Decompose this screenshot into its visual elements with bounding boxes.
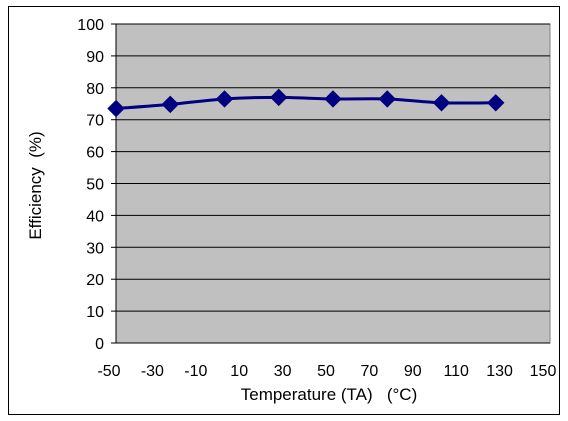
y-axis-label: Efficiency (%) [26, 131, 45, 239]
y-tick-label: 70 [86, 113, 104, 130]
y-tick-label: 20 [86, 272, 104, 289]
data-point-marker [107, 99, 125, 118]
x-tick-label: 30 [274, 363, 292, 380]
x-tick-label: -10 [184, 363, 207, 380]
x-tick-label: 150 [530, 363, 557, 380]
x-tick-label: 50 [317, 363, 335, 380]
data-point-marker [161, 95, 179, 114]
x-tick-label: -30 [141, 363, 164, 380]
y-tick-label: 10 [86, 304, 104, 321]
x-tick-label: 110 [443, 363, 469, 380]
data-point-marker [324, 90, 342, 108]
data-point-marker [215, 90, 234, 108]
x-tick-label: 70 [361, 363, 379, 380]
data-point-marker [487, 94, 505, 112]
y-tick-label: 60 [86, 145, 104, 162]
x-axis-tick-labels: -50 -30 -10 10 30 50 70 90 110 130 150 [97, 363, 556, 380]
y-tick-label: 50 [86, 177, 104, 194]
x-tick-label: 10 [230, 363, 248, 380]
y-tick-label: 80 [86, 81, 104, 98]
x-tick-label: 90 [404, 363, 422, 380]
y-tick-label: 90 [86, 49, 104, 66]
x-tick-label: -50 [97, 363, 120, 380]
grid-lines [111, 23, 550, 344]
data-point-marker [270, 88, 288, 107]
y-axis-tick-labels: 0 10 20 30 40 50 60 70 80 90 100 [77, 17, 104, 353]
x-axis-label: Temperature (TA) (°C) [241, 385, 418, 404]
data-point-marker [432, 94, 451, 112]
data-point-marker [378, 90, 396, 108]
y-tick-label: 100 [77, 17, 104, 34]
series-layer [107, 88, 505, 118]
y-tick-label: 40 [86, 208, 104, 225]
y-tick-label: 0 [95, 336, 104, 353]
y-tick-label: 30 [86, 240, 104, 257]
x-tick-label: 130 [486, 363, 513, 380]
